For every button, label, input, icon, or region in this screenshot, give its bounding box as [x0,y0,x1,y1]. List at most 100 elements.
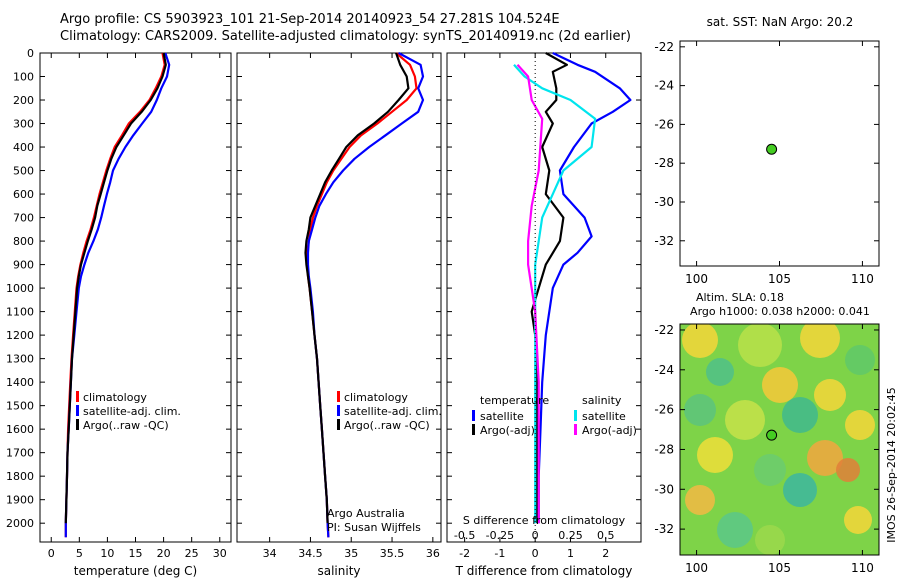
sla-title: Altim. SLA: 0.18 [696,291,784,304]
heatmap-cell [697,437,733,473]
heatmap-cell [845,410,875,440]
x-tick-label: 105 [768,561,791,575]
y-tick-label: -26 [654,117,674,131]
y-tick-label: -28 [654,156,674,170]
heatmap-cell [755,525,785,555]
legend-swatch [337,419,340,430]
argo-location-point [766,143,778,155]
heatmap-cell [738,324,782,367]
sst-map-frame [679,40,880,267]
y-tick-label: -24 [654,79,674,93]
heatmap-cell [807,440,843,476]
legend-label: satellite-adj. clim. [83,405,181,418]
y-tick-label: 600 [13,188,34,201]
annotation-text: Argo Australia [327,507,405,520]
y-tick-label: 1200 [6,329,34,342]
x-tick-label: 5 [76,547,83,560]
legend-label: satellite [582,410,626,423]
top-tick-label: 0.25 [558,529,583,542]
y-tick-label: -24 [654,363,674,377]
x-tick-label: 10 [100,547,114,560]
legend-label: satellite-adj. clim. [344,405,442,418]
series-line-2-1 [530,52,568,524]
x-axis-label: salinity [317,564,360,578]
heatmap-cell [717,512,753,548]
legend-swatch [574,424,577,435]
panel-frame-1 [236,52,442,543]
x-tick-label: -2 [459,547,470,560]
legend-swatch [76,419,79,430]
heatmap-cell [782,397,818,433]
y-tick-label: -32 [654,522,674,536]
argo-location-point [766,429,778,441]
series-line-0-1 [64,52,171,538]
y-tick-label: 1400 [6,376,34,389]
y-tick-label: 1700 [6,447,34,460]
y-tick-label: -28 [654,442,674,456]
y-tick-label: -30 [654,195,674,209]
heatmap-cell [814,379,846,411]
legend-swatch [472,410,475,421]
top-tick-label: 0.5 [597,529,615,542]
y-tick-label: 1100 [6,306,34,319]
x-tick-label: 2 [602,547,609,560]
legend-swatch [574,410,577,421]
heatmap-cell [783,473,817,507]
heatmap-cell [762,367,798,403]
legend-label: Argo(-adj) [480,424,535,437]
sla-heatmap [680,324,879,555]
legend-swatch [76,405,79,416]
x-tick-label: 34.5 [298,547,323,560]
x-tick-label: 0 [48,547,55,560]
y-tick-label: 1800 [6,470,34,483]
heatmap-cell [800,324,840,358]
series-line-2-0 [537,52,632,524]
legend-label: climatology [344,391,408,404]
x-tick-label: 110 [851,272,874,286]
heatmap-cell [684,394,716,426]
heatmap-cell [725,400,765,440]
sla-subtitle: Argo h1000: 0.038 h2000: 0.041 [690,305,870,318]
top-axis-label: S difference from climatology [463,514,626,527]
x-tick-label: 1 [567,547,574,560]
heatmap-cell [682,324,718,358]
profile-title: Argo profile: CS 5903923_101 21-Sep-2014… [60,12,560,27]
x-tick-label: 15 [129,547,143,560]
x-axis-label: T difference from climatology [455,564,633,578]
y-tick-label: 300 [13,118,34,131]
panel-frame-0 [39,52,232,543]
x-tick-label: 35.5 [380,547,405,560]
annotation-text: PI: Susan Wijffels [327,521,421,534]
legend-swatch [472,424,475,435]
legend-label: Argo(..raw -QC) [344,419,430,432]
y-tick-label: 1600 [6,423,34,436]
y-tick-label: 1300 [6,353,34,366]
x-tick-label: 105 [768,272,791,286]
sst-map-title: sat. SST: NaN Argo: 20.2 [707,15,854,29]
series-line-2-2 [513,64,597,524]
legend-label: satellite [480,410,524,423]
series-line-0-2 [64,52,167,524]
x-tick-label: -1 [494,547,505,560]
heatmap-cell [836,458,860,482]
x-tick-label: 34 [263,547,277,560]
y-tick-label: -30 [654,482,674,496]
legend-title: salinity [582,394,622,407]
top-tick-label: 0 [532,529,539,542]
heatmap-cell [685,485,715,515]
y-tick-label: 0 [27,47,34,60]
y-tick-label: 100 [13,71,34,84]
y-tick-label: 1500 [6,400,34,413]
legend-swatch [76,391,79,402]
top-tick-label: -0.5 [454,529,475,542]
climatology-title: Climatology: CARS2009. Satellite-adjuste… [60,29,631,44]
x-tick-label: 20 [157,547,171,560]
series-line-1-2 [304,52,410,524]
panel-frame-2 [446,52,642,543]
y-tick-label: 1000 [6,282,34,295]
y-tick-label: 800 [13,235,34,248]
x-tick-label: 0 [532,547,539,560]
x-tick-label: 100 [685,272,708,286]
heatmap-cell [845,345,875,375]
legend-label: climatology [83,391,147,404]
